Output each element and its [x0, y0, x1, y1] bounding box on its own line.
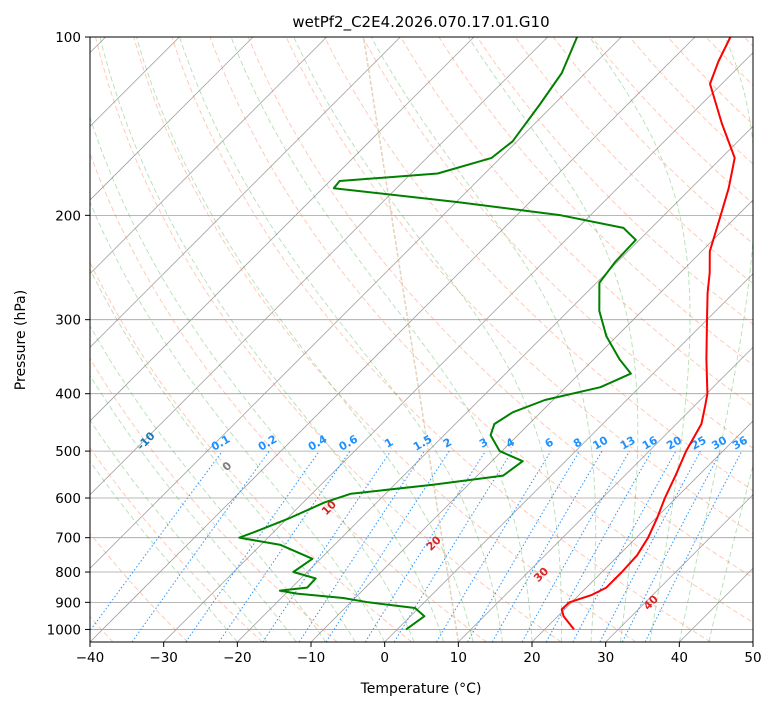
x-tick-label: 10 [450, 650, 467, 666]
isotherm-line [90, 37, 254, 201]
y-tick-label: 400 [55, 387, 81, 403]
isotherm-line [90, 37, 696, 642]
dry-adiabat-line [90, 152, 487, 642]
x-tick-label: 40 [671, 650, 688, 666]
dry-adiabat-line [438, 37, 753, 366]
moist-adiabat-line [678, 37, 753, 642]
mixing-ratio-line [364, 450, 486, 642]
y-tick-label: 700 [55, 531, 81, 547]
x-tick-label: 30 [597, 650, 614, 666]
moist-adiabat-line [589, 37, 691, 642]
dry-adiabat-line [90, 446, 263, 642]
isotherm-line [90, 37, 475, 422]
y-tick-label: 600 [55, 491, 81, 507]
plot-frame [89, 36, 754, 643]
x-tick-label: −30 [149, 650, 178, 666]
moist-adiabat-line [90, 115, 415, 642]
isotherm-line [90, 37, 622, 569]
dry-adiabat-line [514, 37, 753, 285]
dry-adiabat-line [90, 532, 189, 642]
mixing-ratio-line [521, 450, 630, 642]
moist-adiabat-line [708, 464, 753, 642]
y-tick-label: 300 [55, 313, 81, 329]
moist-adiabat-line [90, 268, 356, 642]
mixing-ratio-line [491, 450, 603, 642]
moist-adiabat-line [230, 37, 533, 642]
x-tick-label: −20 [223, 650, 252, 666]
mixing-ratio-line [131, 450, 270, 642]
mixing-ratio-line [644, 450, 743, 642]
moist-adiabat-line [90, 201, 386, 642]
dry-adiabat-line [247, 37, 753, 579]
x-tick-label: −40 [76, 650, 105, 666]
isotherm-line [458, 346, 753, 642]
dewpoint-profile-line [238, 37, 637, 631]
isotherm-line [90, 37, 401, 348]
mixing-ratio-line [572, 450, 677, 642]
y-tick-label: 100 [55, 30, 81, 46]
dry-adiabat-line [95, 37, 562, 642]
moist-adiabat-line [90, 324, 327, 642]
mixing-ratio-line [621, 450, 722, 642]
mixing-ratio-line [218, 450, 351, 642]
mixing-ratio-line [262, 450, 392, 642]
plot-area: 0.10.20.40.611.52346810131620253036-100-… [90, 37, 753, 642]
mixing-ratio-line [545, 450, 653, 642]
mixing-ratio-line [599, 450, 701, 642]
axes: −40 −30 −20 −10 0 10 20 30 40 50 100 200 300 400 500 60… [47, 30, 762, 666]
moist-adiabat-line [293, 37, 563, 642]
isotherm-line [90, 37, 327, 275]
y-tick-label: 800 [55, 565, 81, 581]
dry-adiabat-line [209, 37, 753, 623]
y-tick-label: 900 [55, 595, 81, 611]
x-tick-label: 20 [523, 650, 540, 666]
isotherm-line [605, 494, 753, 642]
dry-adiabat-line [90, 261, 413, 642]
freezing-guide-line [362, 37, 460, 642]
isotherm-line [90, 37, 548, 496]
y-axis-label: Pressure (hPa) [13, 290, 29, 390]
moist-adiabat-line [370, 37, 597, 642]
isotherm-line [531, 420, 753, 642]
x-tick-label: −10 [297, 650, 326, 666]
mixing-ratio-line [435, 450, 552, 642]
y-tick-label: 500 [55, 444, 81, 460]
dry-adiabat-line [90, 357, 338, 642]
moist-adiabat-line [90, 374, 297, 642]
temperature-profile-line [560, 37, 736, 631]
isotherm-line [384, 273, 753, 642]
mixing-ratio-line [90, 450, 223, 632]
y-tick-label: 1000 [47, 622, 81, 638]
moist-adiabat-line [467, 37, 639, 642]
mixing-ratio-line [298, 450, 425, 642]
moist-adiabat-line [99, 37, 445, 642]
moist-adiabat-line [90, 460, 238, 642]
y-tick-label: 200 [55, 208, 81, 224]
x-axis-label: Temperature (°C) [360, 681, 482, 697]
x-tick-label: 0 [380, 650, 389, 666]
moist-adiabat-line [179, 37, 503, 642]
chart-title: wetPf2_C2E4.2026.070.17.01.G10 [292, 13, 549, 32]
x-tick-label: 50 [744, 650, 761, 666]
dry-adiabat-line [171, 37, 711, 642]
moist-adiabat-line [90, 419, 268, 642]
dry-adiabat-line [324, 37, 753, 492]
mixing-ratio-line [467, 450, 580, 642]
isotherm-line [237, 125, 753, 642]
mixing-ratio-line [325, 450, 450, 642]
isotherm-line [310, 199, 753, 642]
